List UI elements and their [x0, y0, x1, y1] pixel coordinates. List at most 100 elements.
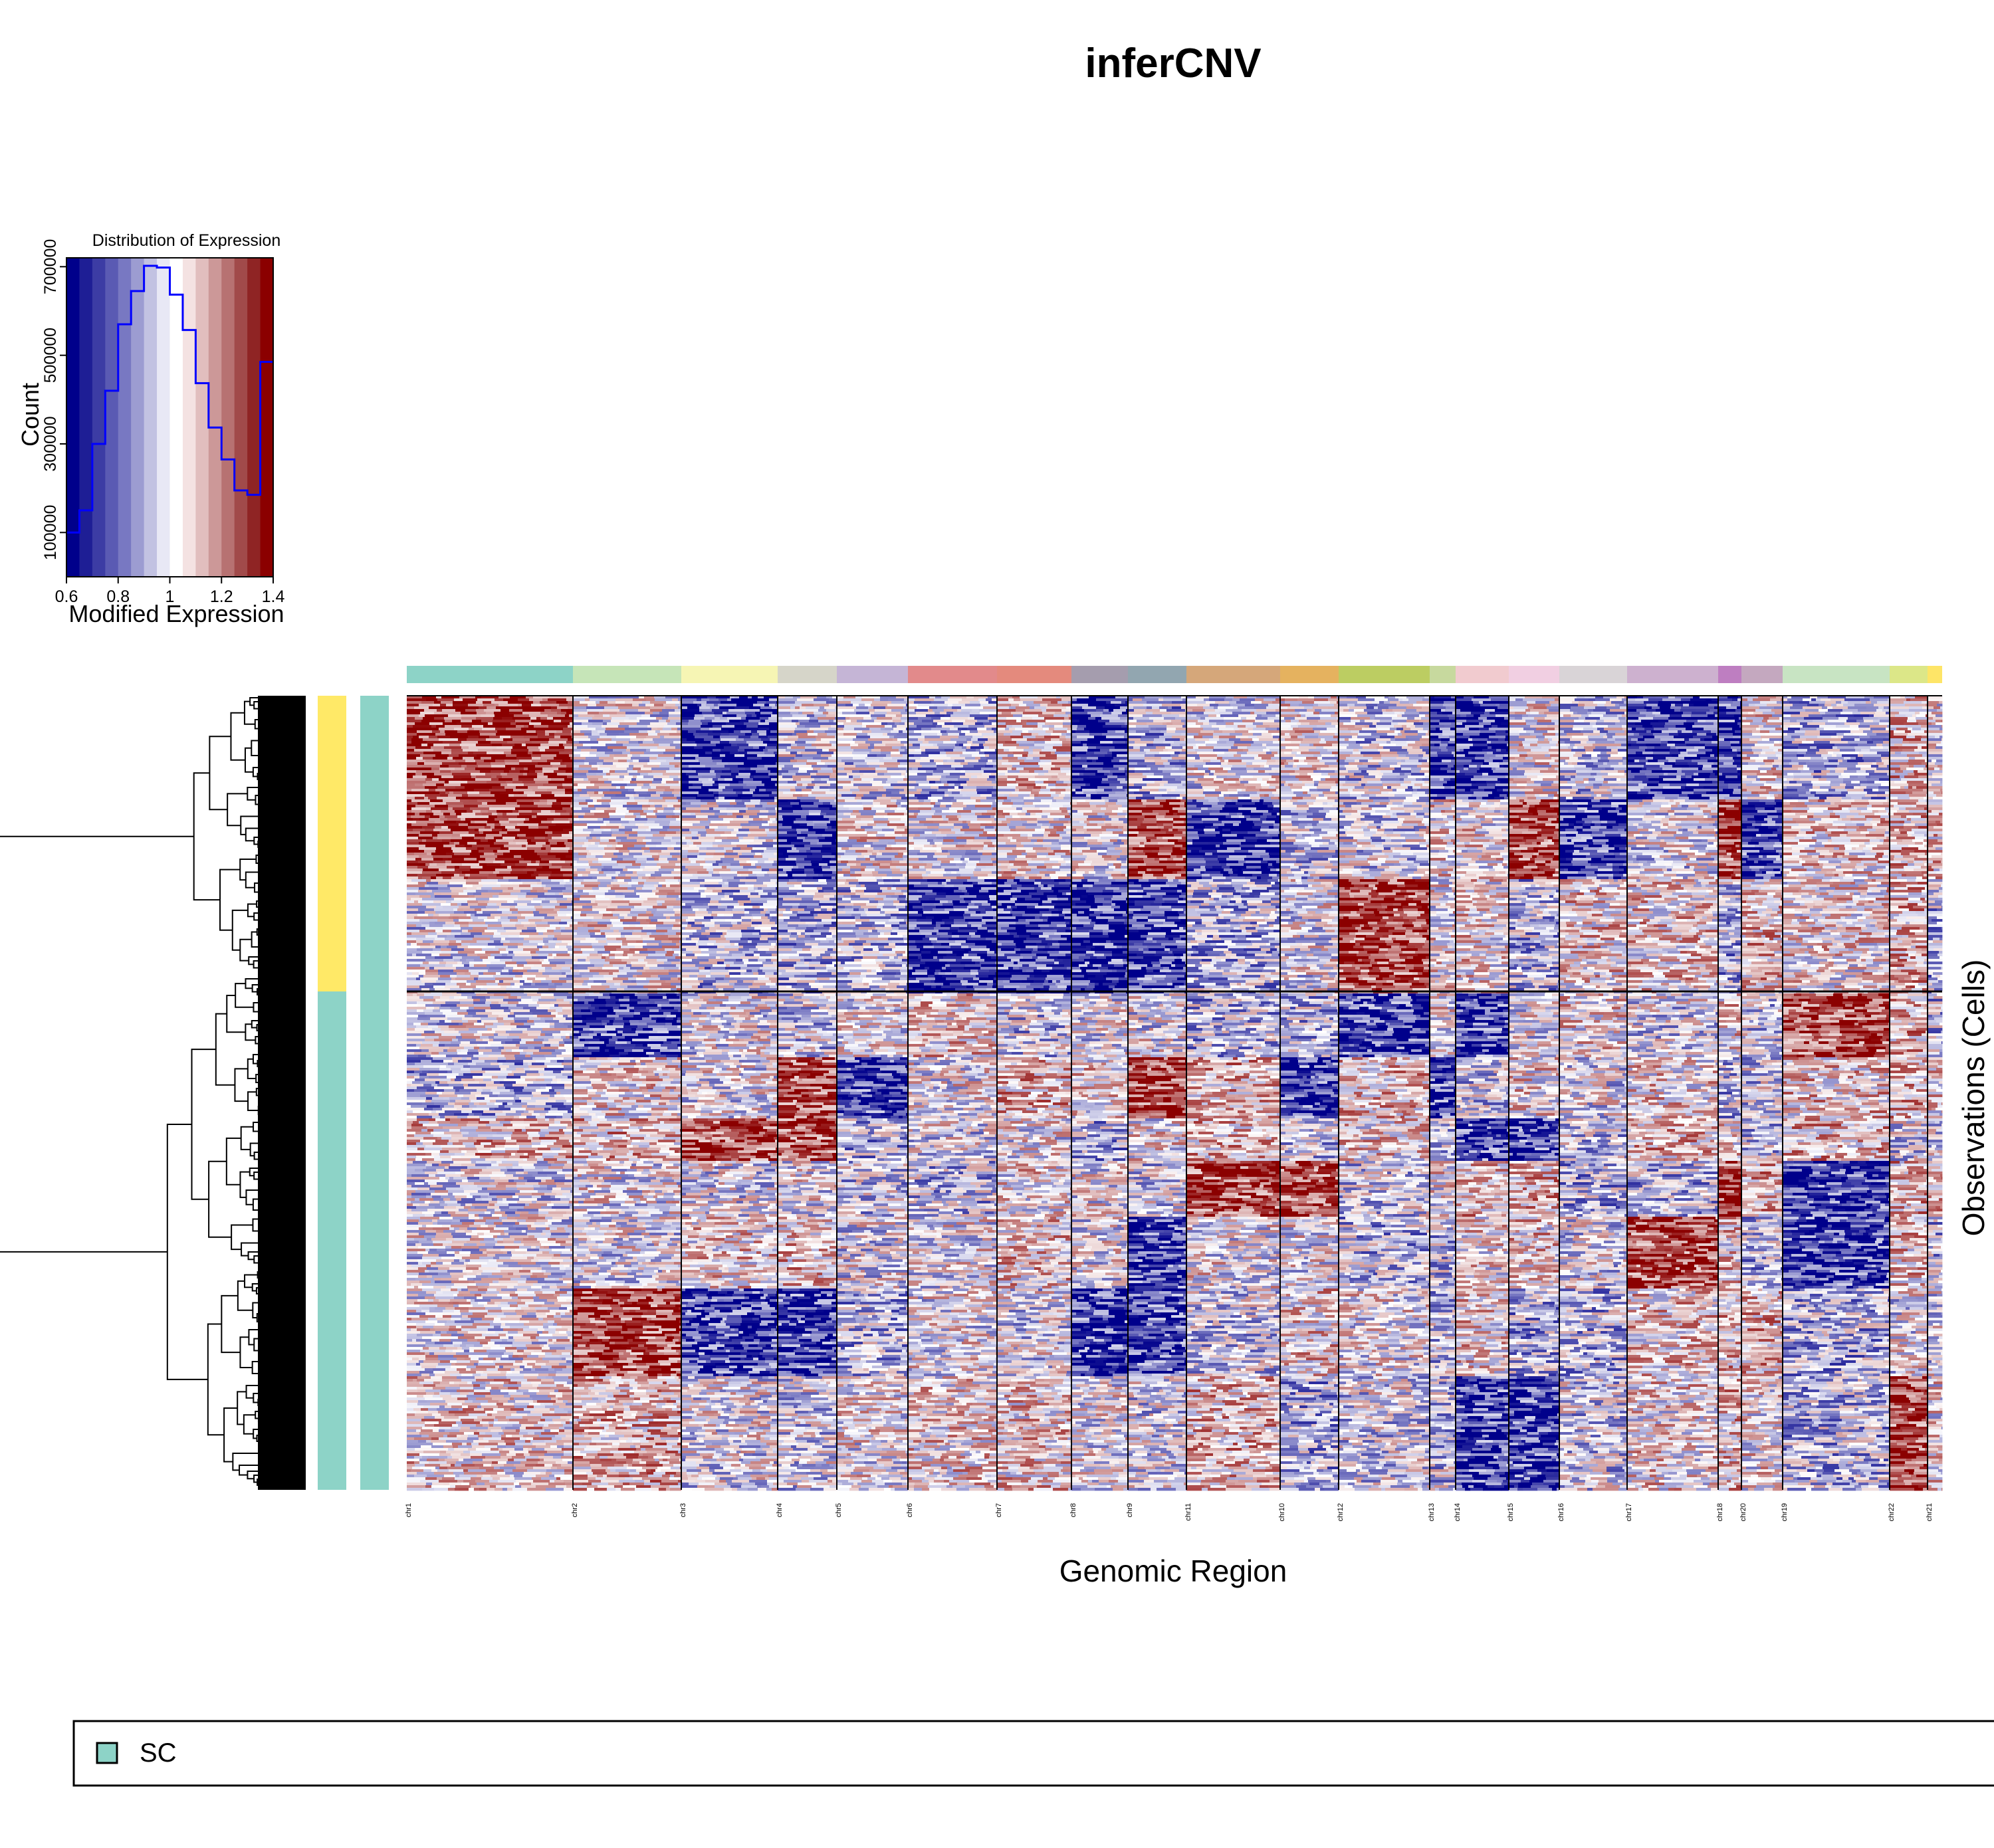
- heatmap-cell: [867, 762, 884, 765]
- heatmap-cell: [799, 768, 813, 770]
- heatmap-cell: [1128, 722, 1147, 725]
- heatmap-cell: [1456, 720, 1466, 722]
- heatmap-cell: [1186, 760, 1203, 762]
- heatmap-cell: [588, 712, 599, 714]
- heatmap-cell: [1718, 760, 1734, 762]
- heatmap-cell: [1339, 722, 1343, 725]
- heatmap-cell: [1648, 698, 1662, 701]
- heatmap-cell: [1791, 760, 1809, 762]
- heatmap-cell: [1492, 746, 1508, 749]
- heatmap-cell: [1771, 709, 1783, 712]
- heatmap-cell: [521, 728, 532, 730]
- heatmap-cell: [1396, 728, 1403, 730]
- heatmap-cell: [1109, 720, 1128, 722]
- heatmap-cell: [772, 706, 778, 709]
- heatmap-cell: [486, 712, 494, 714]
- heatmap-cell: [1153, 741, 1163, 744]
- heatmap-cell: [449, 765, 461, 768]
- heatmap-cell: [1145, 754, 1155, 757]
- heatmap-cell: [1523, 728, 1536, 730]
- heatmap-cell: [1711, 730, 1718, 733]
- heatmap-cell: [1120, 717, 1127, 720]
- heatmap-cell: [778, 720, 792, 722]
- heatmap-cell: [922, 765, 937, 768]
- heatmap-cell: [1339, 749, 1353, 752]
- heatmap-cell: [978, 760, 988, 762]
- heatmap-cell: [618, 725, 629, 728]
- heatmap-cell: [1081, 757, 1087, 760]
- heatmap-cell: [1111, 733, 1128, 736]
- heatmap-cell: [1442, 733, 1456, 736]
- heatmap-cell: [480, 733, 496, 736]
- heatmap-cell: [1318, 720, 1337, 722]
- heatmap-cell: [1213, 733, 1230, 736]
- heatmap-cell: [1195, 749, 1213, 752]
- heatmap-cell: [427, 744, 433, 746]
- heatmap-cell: [784, 738, 798, 741]
- heatmap-cell: [681, 698, 697, 701]
- heatmap-cell: [874, 712, 887, 714]
- heatmap-cell: [1186, 730, 1200, 733]
- heatmap-cell: [598, 730, 605, 733]
- heatmap-cell: [1339, 738, 1345, 741]
- heatmap-cell: [1186, 746, 1193, 749]
- heatmap-cell: [512, 733, 524, 736]
- heatmap-cell: [608, 746, 621, 749]
- heatmap-cell: [1331, 714, 1339, 717]
- heatmap-cell: [1042, 712, 1055, 714]
- heatmap-cell: [1559, 746, 1568, 749]
- heatmap-cell: [1760, 728, 1775, 730]
- heatmap-cell: [1456, 717, 1463, 720]
- chromosome-color-segment: [997, 666, 1071, 683]
- heatmap-cell: [1809, 760, 1828, 762]
- heatmap-cell: [1401, 768, 1411, 770]
- heatmap-cell: [433, 744, 449, 746]
- heatmap-cell: [1053, 714, 1068, 717]
- heatmap-cell: [1272, 768, 1280, 770]
- heatmap-cell: [1313, 728, 1327, 730]
- heatmap-cell: [643, 741, 654, 744]
- heatmap-cell: [1584, 746, 1595, 749]
- heatmap-cell: [498, 704, 518, 706]
- heatmap-cell: [1186, 720, 1198, 722]
- heatmap-cell: [1741, 714, 1755, 717]
- heatmap-cell: [1280, 701, 1285, 704]
- heatmap-cell: [561, 709, 573, 712]
- heatmap-cell: [1405, 760, 1418, 762]
- heatmap-cell: [1145, 709, 1160, 712]
- heatmap-cell: [630, 752, 644, 754]
- heatmap-cell: [1574, 720, 1584, 722]
- heatmap-cell: [1113, 757, 1128, 760]
- heatmap-cell: [1586, 765, 1598, 768]
- heatmap-cell: [726, 722, 744, 725]
- heatmap-cell: [1805, 733, 1820, 736]
- heatmap-cell: [600, 736, 616, 738]
- heatmap-cell: [1354, 709, 1364, 712]
- heatmap-cell: [1578, 757, 1591, 760]
- heatmap-cell: [818, 733, 827, 736]
- heatmap-cell: [1834, 730, 1846, 733]
- heatmap-cell: [615, 701, 625, 704]
- heatmap-cell: [1293, 765, 1297, 768]
- heatmap-cell: [1362, 728, 1377, 730]
- heatmap-cell: [710, 706, 715, 709]
- heatmap-cell: [650, 722, 667, 725]
- heatmap-cell: [1524, 746, 1541, 749]
- heatmap-cell: [407, 765, 422, 768]
- heatmap-cell: [899, 730, 903, 733]
- heatmap-cell: [1135, 768, 1146, 770]
- heatmap-cell: [1586, 752, 1601, 754]
- heatmap-cell: [536, 717, 540, 720]
- heatmap-cell: [1196, 744, 1206, 746]
- heatmap-cell: [946, 730, 961, 733]
- heatmap-cell: [1450, 720, 1454, 722]
- heatmap-cell: [1430, 722, 1439, 725]
- heatmap-cell: [954, 746, 962, 749]
- heatmap-cell: [1087, 765, 1101, 768]
- heatmap-cell: [980, 757, 986, 760]
- heatmap-cell: [1627, 741, 1636, 744]
- heatmap-cell: [1921, 725, 1928, 728]
- heatmap-cell: [997, 698, 1008, 701]
- heatmap-cell: [459, 754, 477, 757]
- heatmap-cell: [1396, 704, 1413, 706]
